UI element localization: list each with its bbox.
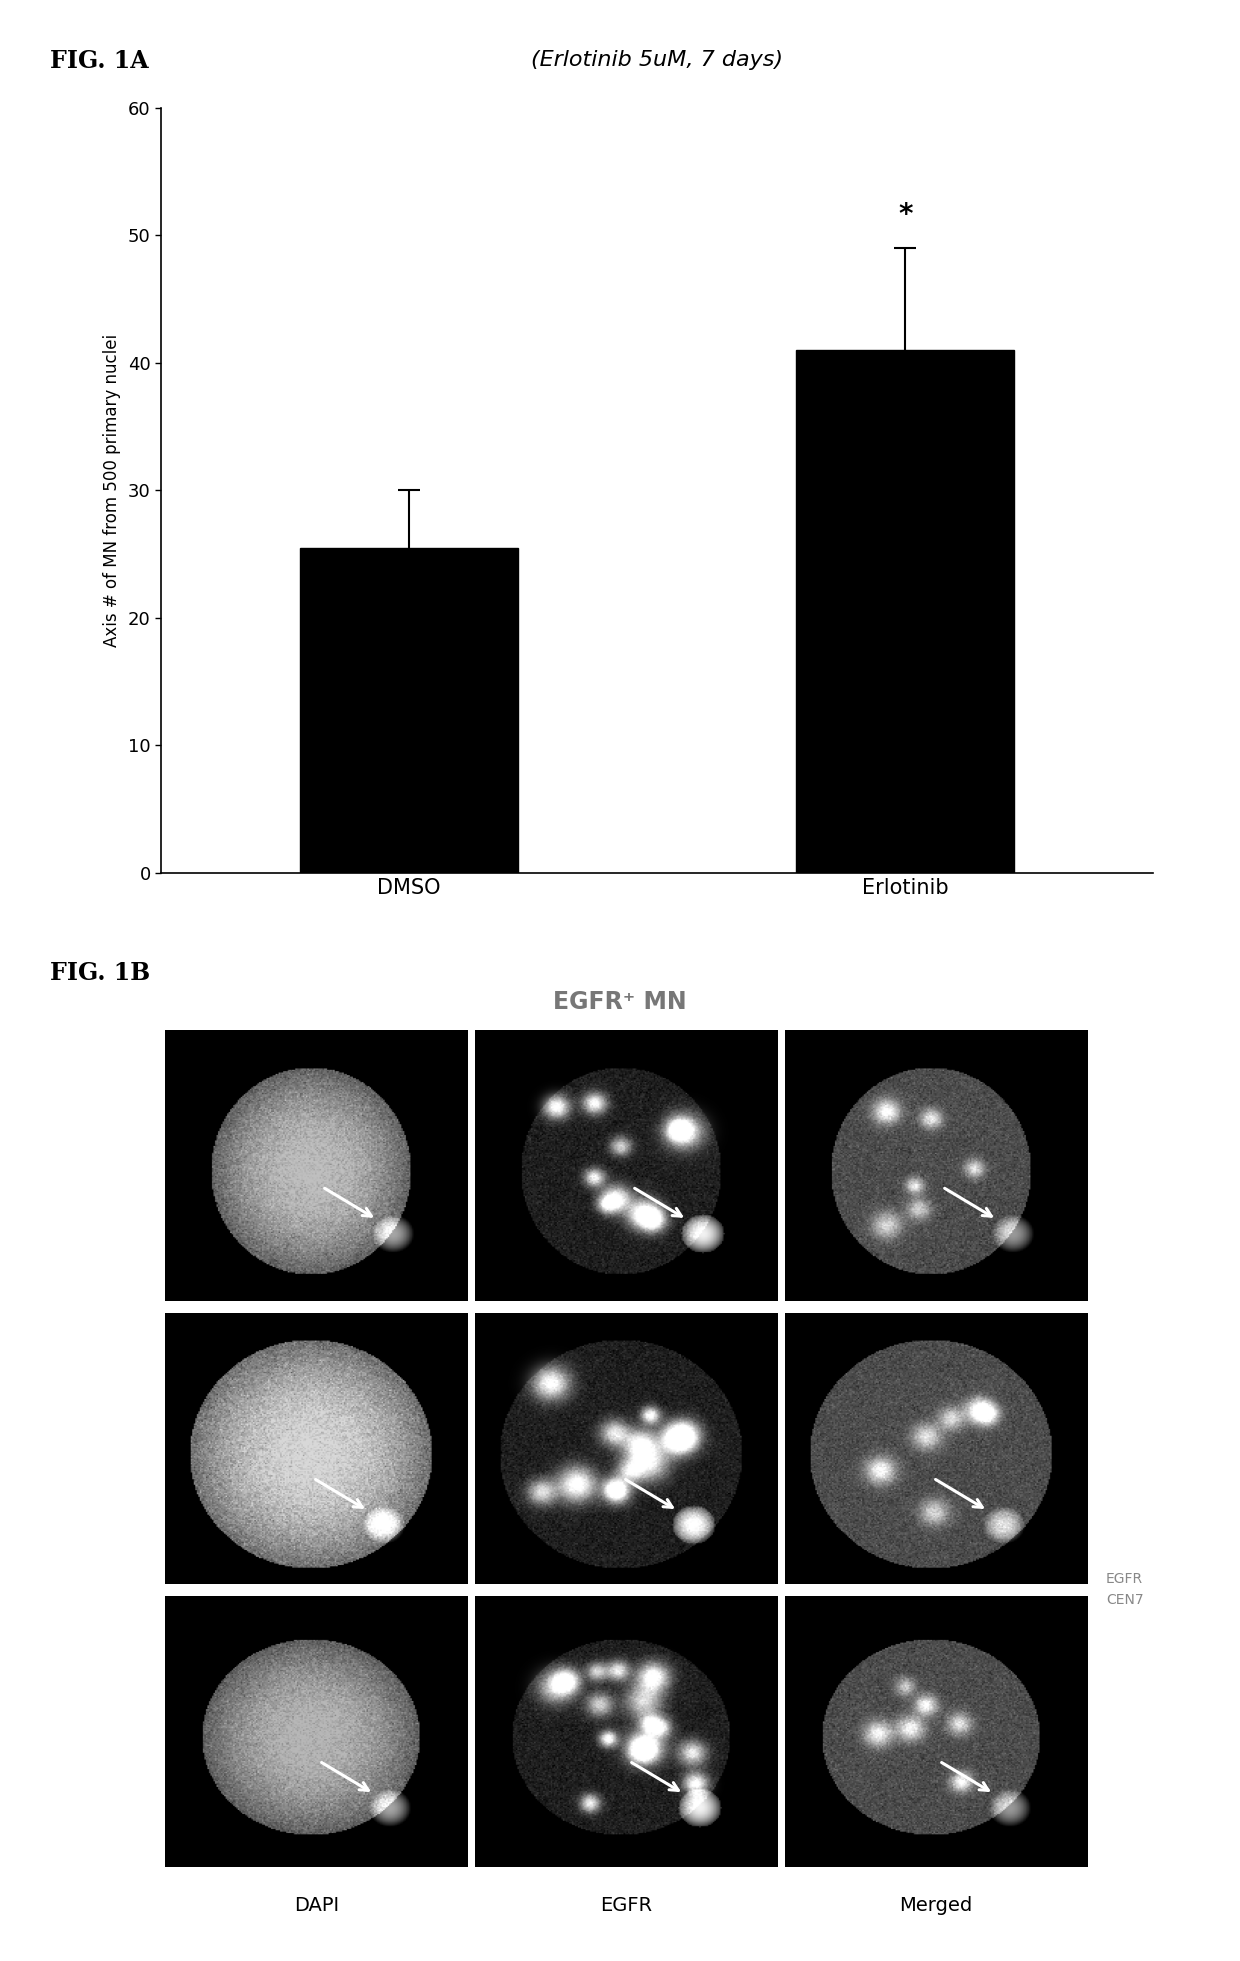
- Y-axis label: Axis # of MN from 500 primary nuclei: Axis # of MN from 500 primary nuclei: [103, 333, 122, 647]
- Text: EGFR
CEN7: EGFR CEN7: [1106, 1573, 1143, 1606]
- Text: EGFR: EGFR: [600, 1896, 652, 1916]
- Text: EGFR⁺ MN: EGFR⁺ MN: [553, 990, 687, 1014]
- Text: *: *: [898, 200, 913, 229]
- Bar: [300, 547, 518, 873]
- Text: DAPI: DAPI: [294, 1896, 339, 1916]
- Text: (Erlotinib 5uM, 7 days): (Erlotinib 5uM, 7 days): [531, 49, 784, 69]
- Bar: [796, 349, 1014, 873]
- Text: FIG. 1B: FIG. 1B: [50, 961, 150, 984]
- Text: Merged: Merged: [899, 1896, 973, 1916]
- Text: FIG. 1A: FIG. 1A: [50, 49, 149, 73]
